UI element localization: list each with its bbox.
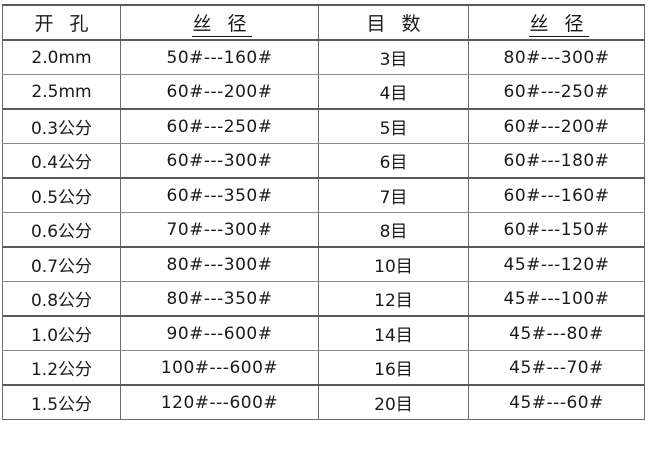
cell-wire-diameter-a: 100#---600# [120, 350, 319, 386]
cell-wire-diameter-b: 60#---150# [468, 212, 645, 248]
cell-wire-diameter-a: 60#---350# [120, 177, 319, 213]
cell-aperture: 2.0mm [2, 39, 121, 75]
cell-aperture: 1.5公分 [2, 384, 121, 420]
cell-aperture: 0.5公分 [2, 177, 121, 213]
cell-aperture: 0.4公分 [2, 143, 121, 179]
cell-wire-diameter-b: 60#---180# [468, 143, 645, 179]
cell-mesh-count: 6目 [318, 143, 469, 179]
table-row: 1.0公分 90#---600# 14目 45#---80# [2, 315, 645, 351]
table-body: 2.0mm 50#---160# 3目 80#---300# 2.5mm 60#… [2, 39, 645, 420]
cell-wire-diameter-a: 60#---200# [120, 74, 319, 110]
table-row: 0.5公分 60#---350# 7目 60#---160# [2, 177, 645, 213]
cell-mesh-count: 12目 [318, 281, 469, 317]
cell-aperture: 0.6公分 [2, 212, 121, 248]
cell-mesh-count: 8目 [318, 212, 469, 248]
cell-wire-diameter-b: 45#---100# [468, 281, 645, 317]
cell-mesh-count: 4目 [318, 74, 469, 110]
cell-mesh-count: 3目 [318, 39, 469, 75]
column-header-wire-diameter-b-label: 丝 径 [529, 13, 589, 37]
column-header-aperture-label: 开 孔 [34, 13, 94, 35]
cell-wire-diameter-b: 60#---200# [468, 108, 645, 144]
cell-mesh-count: 5目 [318, 108, 469, 144]
table-row: 2.5mm 60#---200# 4目 60#---250# [2, 74, 645, 110]
table-header-row: 开 孔 丝 径 目 数 丝 径 [2, 4, 645, 41]
table-header: 开 孔 丝 径 目 数 丝 径 [2, 4, 645, 41]
table-row: 2.0mm 50#---160# 3目 80#---300# [2, 39, 645, 75]
cell-wire-diameter-a: 60#---250# [120, 108, 319, 144]
cell-wire-diameter-a: 90#---600# [120, 315, 319, 351]
column-header-mesh-count-label: 目 数 [366, 13, 426, 35]
cell-wire-diameter-a: 80#---300# [120, 246, 319, 282]
table-row: 0.8公分 80#---350# 12目 45#---100# [2, 281, 645, 317]
cell-wire-diameter-a: 50#---160# [120, 39, 319, 75]
column-header-wire-diameter-b: 丝 径 [468, 4, 645, 41]
cell-aperture: 0.8公分 [2, 281, 121, 317]
column-header-wire-diameter-a: 丝 径 [120, 4, 319, 41]
cell-wire-diameter-b: 45#---120# [468, 246, 645, 282]
table-row: 1.2公分 100#---600# 16目 45#---70# [2, 350, 645, 386]
cell-wire-diameter-b: 45#---80# [468, 315, 645, 351]
table-row: 0.6公分 70#---300# 8目 60#---150# [2, 212, 645, 248]
cell-aperture: 0.7公分 [2, 246, 121, 282]
cell-wire-diameter-b: 45#---60# [468, 384, 645, 420]
table-row: 0.3公分 60#---250# 5目 60#---200# [2, 108, 645, 144]
cell-wire-diameter-a: 120#---600# [120, 384, 319, 420]
cell-mesh-count: 20目 [318, 384, 469, 420]
cell-wire-diameter-a: 60#---300# [120, 143, 319, 179]
cell-mesh-count: 16目 [318, 350, 469, 386]
cell-wire-diameter-b: 80#---300# [468, 39, 645, 75]
table-row: 1.5公分 120#---600# 20目 45#---60# [2, 384, 645, 420]
cell-wire-diameter-a: 70#---300# [120, 212, 319, 248]
column-header-wire-diameter-a-label: 丝 径 [192, 13, 252, 37]
cell-mesh-count: 10目 [318, 246, 469, 282]
cell-mesh-count: 14目 [318, 315, 469, 351]
column-header-mesh-count: 目 数 [318, 4, 469, 41]
cell-mesh-count: 7目 [318, 177, 469, 213]
cell-aperture: 1.2公分 [2, 350, 121, 386]
cell-wire-diameter-a: 80#---350# [120, 281, 319, 317]
column-header-aperture: 开 孔 [2, 4, 121, 41]
cell-aperture: 0.3公分 [2, 108, 121, 144]
cell-aperture: 2.5mm [2, 74, 121, 110]
cell-aperture: 1.0公分 [2, 315, 121, 351]
table-row: 0.4公分 60#---300# 6目 60#---180# [2, 143, 645, 179]
table-row: 0.7公分 80#---300# 10目 45#---120# [2, 246, 645, 282]
cell-wire-diameter-b: 60#---160# [468, 177, 645, 213]
cell-wire-diameter-b: 45#---70# [468, 350, 645, 386]
cell-wire-diameter-b: 60#---250# [468, 74, 645, 110]
specification-table: 开 孔 丝 径 目 数 丝 径 2.0mm 50#---160# 3目 80#-… [2, 4, 645, 420]
